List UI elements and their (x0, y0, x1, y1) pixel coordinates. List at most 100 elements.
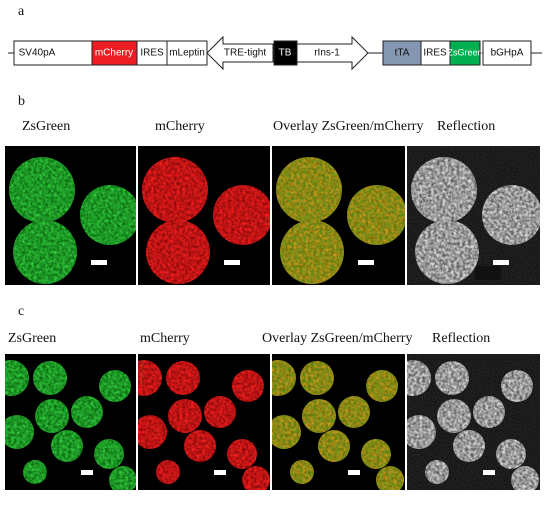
cell-texture (9, 157, 75, 223)
cell-texture (184, 430, 216, 462)
cell-texture (425, 460, 449, 484)
element-label: TRE-tight (224, 48, 266, 59)
element-label: IRES (423, 48, 447, 59)
caption: Reflection (437, 119, 495, 134)
cell-texture (71, 396, 103, 428)
cell-texture (511, 466, 539, 490)
cell-texture (411, 157, 477, 223)
caption: ZsGreen (8, 331, 56, 346)
cell-texture (99, 370, 131, 402)
promoter-arrow (296, 35, 369, 71)
micrograph (138, 146, 270, 285)
element-box (482, 40, 532, 66)
panel-label: a (18, 4, 25, 19)
cell-texture (407, 415, 436, 449)
element-label: ZsGreen (447, 47, 482, 57)
dark-patch (475, 266, 501, 280)
cell-texture (227, 439, 257, 469)
cell-texture (415, 220, 479, 284)
caption: ZsGreen (22, 119, 70, 134)
scale-bar (81, 470, 93, 475)
cell-texture (290, 460, 314, 484)
cell-texture (35, 399, 69, 433)
element-label: bGHpA (491, 48, 524, 59)
cell-texture (80, 185, 136, 245)
caption: mCherry (140, 331, 190, 346)
cell-texture (213, 185, 270, 245)
caption: mCherry (155, 119, 205, 134)
cell-texture (276, 157, 342, 223)
micrograph (407, 354, 540, 490)
cell-texture (437, 399, 471, 433)
micrograph (5, 354, 136, 490)
scale-bar (358, 260, 374, 265)
micrograph (407, 146, 540, 285)
element-box (420, 40, 451, 66)
cell-texture (407, 360, 431, 396)
micrograph (272, 146, 405, 285)
element-box (91, 40, 138, 66)
cell-texture (376, 466, 404, 490)
cell-texture (13, 220, 77, 284)
cell-texture (94, 439, 124, 469)
cell-texture (473, 396, 505, 428)
micrograph (138, 354, 270, 490)
scale-bar (348, 470, 360, 475)
element-label: mLeptin (169, 48, 205, 59)
cell-texture (338, 396, 370, 428)
element-label: rIns-1 (314, 48, 340, 59)
caption: Overlay ZsGreen/mCherry (273, 119, 423, 134)
scale-bar (91, 260, 107, 265)
panel-label: c (18, 304, 24, 319)
scale-bar (214, 470, 226, 475)
cell-texture (300, 361, 334, 395)
scale-bar (483, 470, 495, 475)
cell-texture (33, 361, 67, 395)
cell-texture (232, 370, 264, 402)
cell-texture (435, 361, 469, 395)
cell-texture (5, 360, 29, 396)
cell-texture (272, 360, 296, 396)
micrograph (5, 146, 136, 285)
cell-texture (5, 415, 34, 449)
element-box (136, 40, 168, 66)
scale-bar (493, 260, 509, 265)
element-label: mCherry (95, 48, 133, 59)
cell-texture (501, 370, 533, 402)
cell-texture (51, 430, 83, 462)
cell-texture (242, 466, 270, 490)
cell-texture (366, 370, 398, 402)
element-label: tTA (395, 48, 410, 59)
promoter-arrow (206, 35, 274, 71)
caption: Reflection (432, 331, 490, 346)
cell-texture (482, 185, 540, 245)
cell-texture (146, 220, 210, 284)
panel-label: b (18, 94, 25, 109)
element-label: SV40pA (19, 48, 56, 59)
caption: Overlay ZsGreen/mCherry (262, 331, 412, 346)
micrograph (272, 354, 405, 490)
cell-texture (204, 396, 236, 428)
element-label: IRES (140, 48, 164, 59)
micrographs (5, 146, 540, 490)
element-label: TB (279, 48, 292, 59)
element-box (449, 40, 481, 66)
cell-texture (347, 185, 405, 245)
cell-texture (138, 360, 162, 396)
cell-texture (318, 430, 350, 462)
cell-texture (109, 466, 136, 490)
cell-texture (138, 415, 167, 449)
cell-texture (272, 415, 301, 449)
cell-texture (168, 399, 202, 433)
cell-texture (302, 399, 336, 433)
cell-texture (23, 460, 47, 484)
cell-texture (142, 157, 208, 223)
cell-texture (166, 361, 200, 395)
cell-texture (280, 220, 344, 284)
scale-bar (224, 260, 240, 265)
cell-texture (496, 439, 526, 469)
cell-texture (156, 460, 180, 484)
cell-texture (361, 439, 391, 469)
cell-texture (453, 430, 485, 462)
